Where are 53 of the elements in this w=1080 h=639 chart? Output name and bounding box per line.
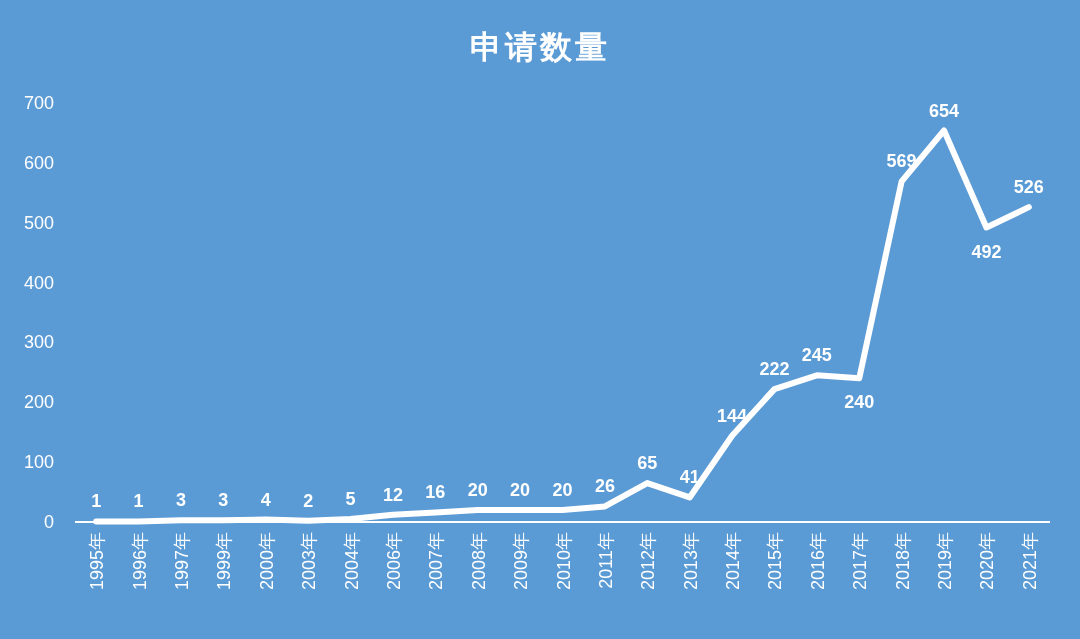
x-tick-label: 2008年 [468,532,489,591]
x-tick-label: 2004年 [341,532,362,591]
data-label: 2 [303,490,314,511]
x-tick-label: 1997年 [171,532,192,591]
data-label: 26 [594,476,615,497]
x-tick-label: 2011年 [595,532,616,589]
y-tick-label: 700 [23,93,54,113]
x-tick-label: 2017年 [850,532,871,591]
data-label: 222 [759,359,790,380]
data-label: 16 [425,482,446,503]
x-tick-label: 2014年 [723,532,744,591]
x-tick-label: 2006年 [383,532,404,591]
x-tick-label: 2015年 [765,532,786,591]
data-label: 654 [929,100,960,121]
x-tick-label: 2003年 [299,532,320,591]
x-tick-label: 2010年 [553,532,574,591]
y-tick-label: 100 [23,452,54,473]
x-tick-label: 2016年 [807,532,828,591]
data-label: 20 [510,480,531,501]
data-label: 245 [801,345,832,366]
y-tick-label: 300 [23,332,54,353]
x-tick-label: 2020年 [977,532,998,591]
data-label: 3 [175,490,186,511]
data-label: 4 [260,489,271,510]
x-tick-label: 2013年 [680,532,701,591]
data-label: 240 [844,392,875,413]
chart-title: 申请数量 [470,29,610,65]
data-label: 5 [345,489,356,510]
data-label: 3 [218,490,229,511]
y-tick-label: 500 [23,212,54,233]
data-label: 12 [382,484,403,505]
data-label: 1 [91,491,102,512]
data-label: 492 [971,241,1002,262]
x-tick-label: 2012年 [638,532,659,591]
y-tick-label: 400 [23,272,54,293]
x-tick-label: 2018年 [892,532,913,591]
x-tick-label: 1995年 [87,532,108,591]
data-label: 20 [552,480,573,501]
data-label: 1 [133,491,144,512]
x-tick-label: 1996年 [129,532,150,591]
data-label: 20 [467,480,488,501]
x-tick-label: 2000年 [256,532,277,591]
data-label: 41 [679,467,700,488]
x-tick-label: 2007年 [426,532,447,591]
x-tick-label: 2009年 [511,532,532,591]
data-label: 526 [1013,177,1044,198]
x-tick-label: 2021年 [1019,532,1040,591]
y-tick-label: 200 [23,392,54,413]
y-tick-label: 600 [23,152,54,173]
data-label: 65 [637,453,658,474]
x-tick-label: 1999年 [214,532,235,591]
x-tick-label: 2019年 [935,532,956,591]
y-tick-label: 0 [43,512,54,532]
